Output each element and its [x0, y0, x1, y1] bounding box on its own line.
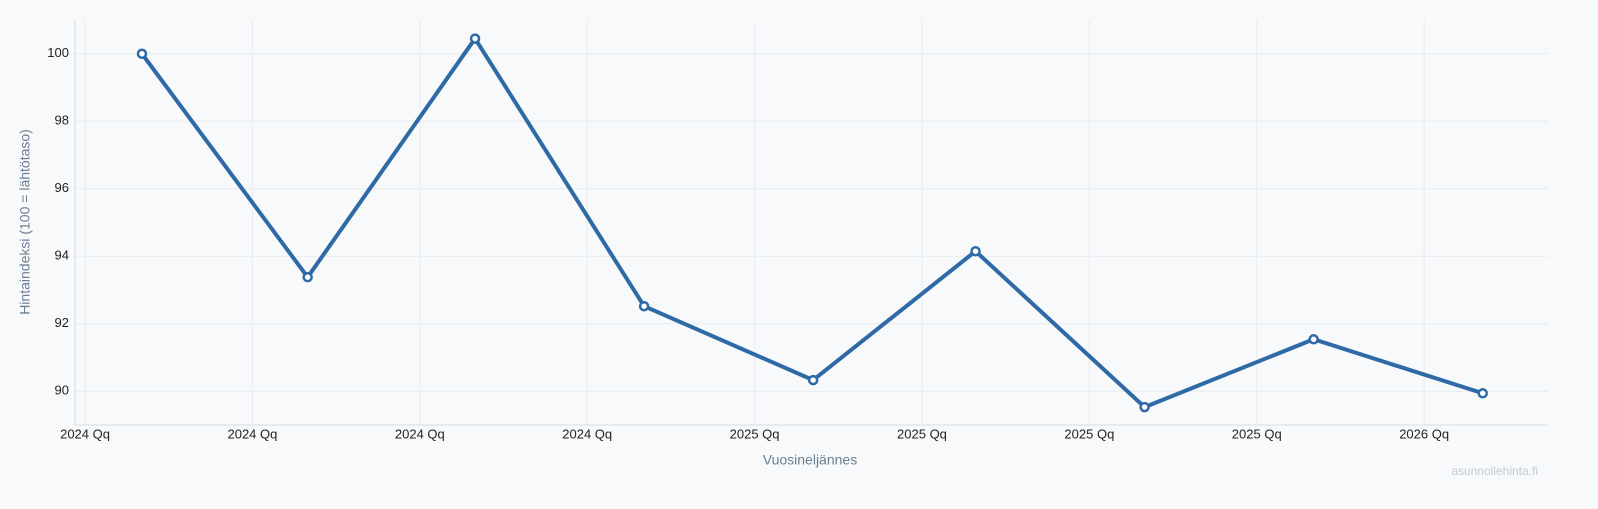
point	[302, 271, 313, 283]
x-tick-label: 2026 Qq	[1399, 426, 1449, 441]
y-tick-label: 94	[55, 248, 69, 263]
y-tick-label: 90	[55, 383, 69, 398]
point	[1477, 388, 1488, 399]
point	[970, 245, 981, 257]
point	[638, 300, 650, 312]
x-tick-label: 2024 Qq	[60, 426, 110, 441]
line	[140, 36, 1484, 410]
x-axis-title: Vuosineljännes	[763, 452, 857, 468]
point	[136, 48, 148, 59]
x-tick-label: 2025 Qq	[730, 426, 780, 441]
x-tick-label: 2025 Qq	[897, 426, 947, 441]
x-tick-label: 2024 Qq	[562, 426, 612, 441]
y-tick-label: 92	[55, 315, 69, 330]
x-tick-label: 2024 Qq	[227, 426, 277, 441]
y-tick-label: 96	[55, 180, 69, 195]
point	[807, 374, 819, 386]
x-tick-label: 2025 Qq	[1232, 426, 1282, 441]
point	[469, 33, 481, 44]
watermark: asunnollehinta.fi	[1451, 464, 1538, 478]
x-tick-label: 2024 Qq	[395, 426, 445, 441]
y-tick-label: 98	[55, 113, 69, 128]
x-tick-label: 2025 Qq	[1064, 426, 1114, 441]
point	[1308, 334, 1319, 345]
point	[1139, 401, 1150, 413]
y-axis-title: Hintaindeksi (100 = lähtötaso)	[17, 129, 33, 315]
y-tick-label: 100	[47, 45, 69, 60]
